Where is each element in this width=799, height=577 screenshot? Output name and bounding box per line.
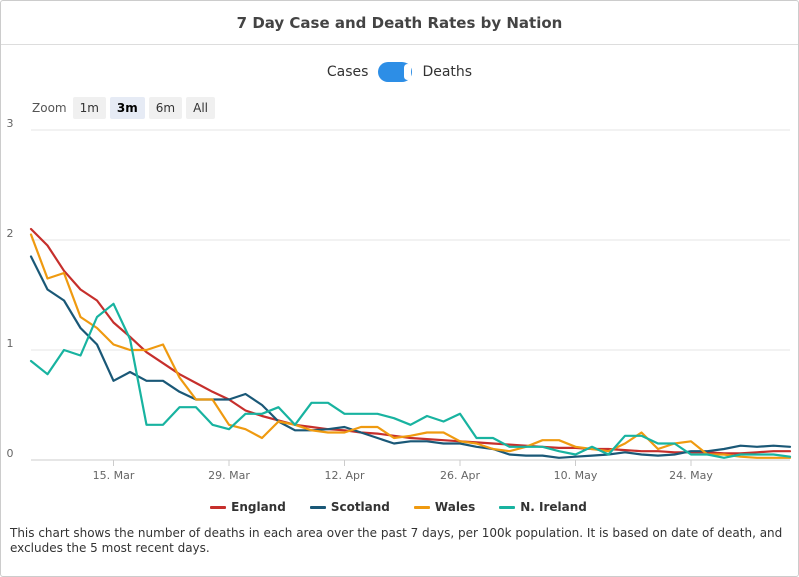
legend-item-england[interactable]: England <box>210 500 286 514</box>
zoom-3m-button[interactable]: 3m <box>109 97 145 119</box>
legend-item-wales[interactable]: Wales <box>413 500 476 514</box>
zoom-controls: Zoom 1m 3m 6m All <box>32 97 219 119</box>
series-line-scotland <box>29 255 792 459</box>
x-tick-label: 26. Apr <box>440 469 480 482</box>
x-tick-label: 24. May <box>669 469 713 482</box>
legend-swatch-england <box>210 505 227 509</box>
cases-deaths-toggle-row: Cases Deaths <box>1 59 798 85</box>
legend-label-england: England <box>231 500 286 514</box>
cases-deaths-toggle[interactable] <box>378 62 413 82</box>
legend-swatch-n-ireland <box>499 505 516 509</box>
x-tick-label: 15. Mar <box>93 469 135 482</box>
zoom-label: Zoom <box>32 101 67 115</box>
card-header: 7 Day Case and Death Rates by Nation <box>1 1 798 45</box>
legend-label-n-ireland: N. Ireland <box>520 500 587 514</box>
toggle-label-deaths[interactable]: Deaths <box>422 64 473 80</box>
zoom-6m-button[interactable]: 6m <box>148 97 183 119</box>
y-tick-label: 2 <box>7 227 14 240</box>
y-tick-label: 0 <box>7 447 14 460</box>
legend-item-n-ireland[interactable]: N. Ireland <box>499 500 587 514</box>
zoom-all-button[interactable]: All <box>186 97 215 119</box>
series-line-n-ireland <box>29 302 792 459</box>
series-line-england <box>29 227 792 455</box>
toggle-knob <box>404 64 412 80</box>
legend: England Scotland Wales N. Ireland <box>0 499 797 515</box>
x-tick-label: 12. Apr <box>324 469 364 482</box>
x-tick-label: 29. Mar <box>208 469 250 482</box>
y-tick-label: 1 <box>7 337 14 350</box>
legend-label-scotland: Scotland <box>330 500 390 514</box>
y-tick-label: 3 <box>7 117 14 130</box>
chart-title: 7 Day Case and Death Rates by Nation <box>236 13 563 32</box>
legend-swatch-scotland <box>309 505 326 509</box>
legend-swatch-wales <box>413 505 430 509</box>
series-line-wales <box>29 233 792 459</box>
chart-footnote: This chart shows the number of deaths in… <box>10 526 783 555</box>
legend-item-scotland[interactable]: Scotland <box>309 500 390 514</box>
x-tick-label: 10. May <box>554 469 598 482</box>
zoom-1m-button[interactable]: 1m <box>72 97 106 119</box>
toggle-label-cases[interactable]: Cases <box>326 64 369 80</box>
legend-label-wales: Wales <box>434 500 476 514</box>
